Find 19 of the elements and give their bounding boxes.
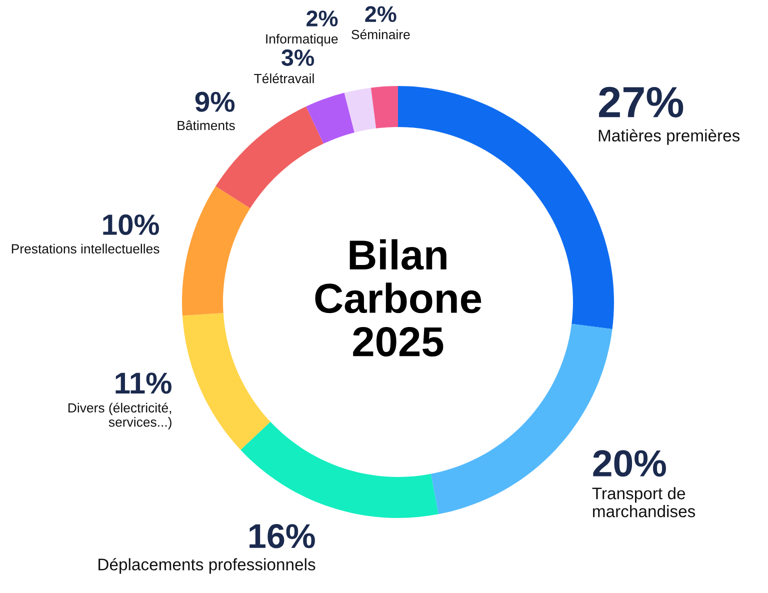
data-label: 11% (116, 372, 172, 394)
slice-label: Séminaire (352, 29, 410, 40)
slice-label: Télétravail (254, 73, 314, 84)
data-label: 9% (195, 92, 235, 112)
slice-label: Prestations intellectuelles (12, 244, 160, 254)
data-label: 20% (593, 450, 666, 477)
slice-label: Transport de marchandises (592, 487, 696, 518)
data-label: 2% (306, 10, 338, 26)
data-label: 27% (599, 86, 684, 118)
slice-label: Déplacements professionnels (98, 558, 316, 574)
slice-label: Informatique (266, 34, 338, 46)
slice-label: Divers (électricité, services...) (68, 402, 172, 430)
data-label: 3% (281, 49, 314, 66)
slice-label: Bâtiments (178, 120, 235, 130)
slice-label: Matières premières (598, 129, 740, 145)
text: Bilan Carbone 2025 (315, 239, 482, 357)
data-label: 10% (103, 214, 159, 236)
data-label: 16% (250, 524, 315, 548)
data-label: 2% (365, 6, 396, 22)
